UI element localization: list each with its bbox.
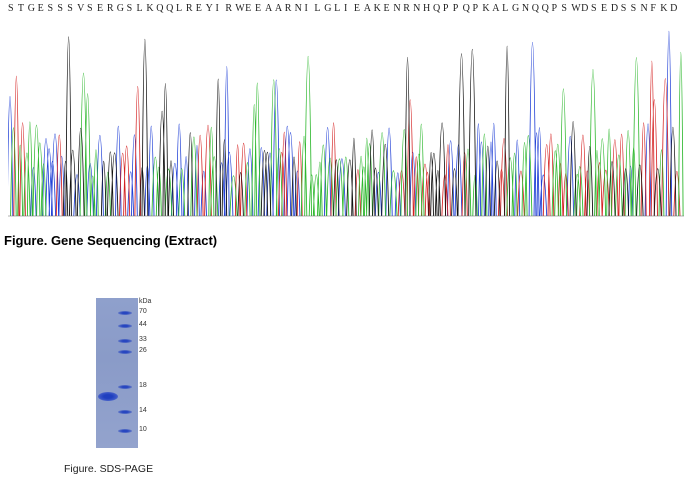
- marker-band: [118, 429, 132, 433]
- sequence-residue: L: [502, 3, 509, 14]
- sequence-residue: A: [274, 3, 283, 14]
- sequence-residue: N: [640, 3, 648, 14]
- sequence-residue: D: [670, 3, 678, 14]
- sequence-residue: P: [472, 3, 479, 14]
- sds-page-caption: Figure. SDS-PAGE: [64, 463, 154, 475]
- sequence-residue: L: [176, 3, 183, 14]
- sequence-residue: I: [344, 3, 348, 14]
- sequence-residue: P: [452, 3, 459, 14]
- sequence-residue: A: [492, 3, 500, 14]
- marker-label: 18: [139, 382, 147, 389]
- sds-page-gel: [96, 298, 138, 448]
- marker-band: [118, 385, 132, 389]
- sequence-residue: S: [591, 3, 597, 14]
- sequence-residue: Q: [156, 3, 164, 14]
- sequence-residue: N: [413, 3, 421, 14]
- sequence-residue: N: [294, 3, 302, 14]
- marker-label: 26: [139, 347, 147, 354]
- sequence-residue: E: [255, 3, 262, 14]
- sequence-residue: P: [551, 3, 558, 14]
- sequence-residue: Q: [541, 3, 549, 14]
- sequence-residue: P: [442, 3, 449, 14]
- trace-T: [13, 60, 681, 217]
- sequence-residue: S: [8, 3, 14, 14]
- sequence-residue: Q: [531, 3, 539, 14]
- sequence-residue: S: [87, 3, 93, 14]
- sequence-residue: G: [512, 3, 520, 14]
- sequence-residue: S: [67, 3, 73, 14]
- sequence-residue: R: [403, 3, 410, 14]
- sequence-residue: R: [284, 3, 292, 14]
- marker-band: [118, 350, 132, 354]
- sequence-residue: D: [610, 3, 619, 14]
- trace-G: [62, 36, 677, 217]
- sequence-residue: E: [383, 3, 390, 14]
- sequence-residue: S: [126, 3, 133, 14]
- trace-C: [8, 31, 673, 217]
- sample-band: [98, 392, 118, 401]
- sequence-residue: L: [136, 3, 143, 14]
- sequence-residue: K: [660, 3, 668, 14]
- kda-unit-label: kDa: [139, 298, 152, 305]
- sequence-residue: N: [521, 3, 530, 14]
- marker-band: [118, 410, 132, 414]
- sequence-residue: I: [304, 3, 308, 14]
- marker-label: 10: [139, 426, 147, 433]
- sequence-residue: S: [561, 3, 567, 14]
- sequence-residue: S: [57, 3, 63, 14]
- sequence-residue: E: [96, 3, 104, 14]
- sequence-residue: E: [245, 3, 252, 14]
- sequence-residue: G: [116, 3, 124, 14]
- sequence-residue: E: [195, 3, 202, 14]
- marker-band: [118, 311, 132, 315]
- sequence-residue: I: [215, 3, 219, 14]
- marker-band: [118, 324, 132, 328]
- sequence-residue: Q: [462, 3, 470, 14]
- sequence-residue: R: [225, 3, 233, 14]
- sequence-residue: W: [235, 3, 245, 14]
- gene-sequencing-caption: Figure. Gene Sequencing (Extract): [4, 233, 218, 248]
- sequence-residue: H: [423, 3, 431, 14]
- marker-label: 14: [139, 407, 147, 414]
- sequence-residue: T: [17, 3, 24, 14]
- sequence-residue: E: [353, 3, 360, 14]
- sequence-residue: E: [600, 3, 608, 14]
- sequence-residue: R: [185, 3, 193, 14]
- sequence-residue: E: [37, 3, 44, 14]
- sequence-residue: S: [47, 3, 54, 14]
- sequence-residue: K: [373, 3, 381, 14]
- marker-label: 44: [139, 321, 147, 328]
- sequence-residue: A: [264, 3, 273, 14]
- marker-label: 33: [139, 336, 147, 343]
- sequence-residue: S: [620, 3, 627, 14]
- sequence-residue: D: [581, 3, 589, 14]
- marker-band: [118, 339, 132, 343]
- sequence-residue: F: [650, 3, 656, 14]
- sequence-residue: G: [27, 3, 35, 14]
- sequence-residue: Q: [166, 3, 174, 14]
- sequencing-chromatogram: [8, 31, 684, 217]
- sequence-residue: A: [363, 3, 371, 14]
- sequence-residue: Q: [432, 3, 441, 14]
- sequence-residue: Y: [205, 3, 213, 14]
- sequence-residue: R: [106, 3, 114, 14]
- sequence-residue: L: [334, 3, 341, 14]
- sequence-residue: W: [571, 3, 581, 14]
- sequence-residue: K: [146, 3, 154, 14]
- sequence-residue: V: [77, 3, 85, 14]
- sequence-residue: K: [482, 3, 490, 14]
- sequence-residue: G: [324, 3, 332, 14]
- sequence-residue: N: [393, 3, 401, 14]
- trace-A: [10, 52, 684, 217]
- sequence-residue: S: [630, 3, 637, 14]
- marker-label: 70: [139, 308, 147, 315]
- sequence-residue: L: [314, 3, 321, 14]
